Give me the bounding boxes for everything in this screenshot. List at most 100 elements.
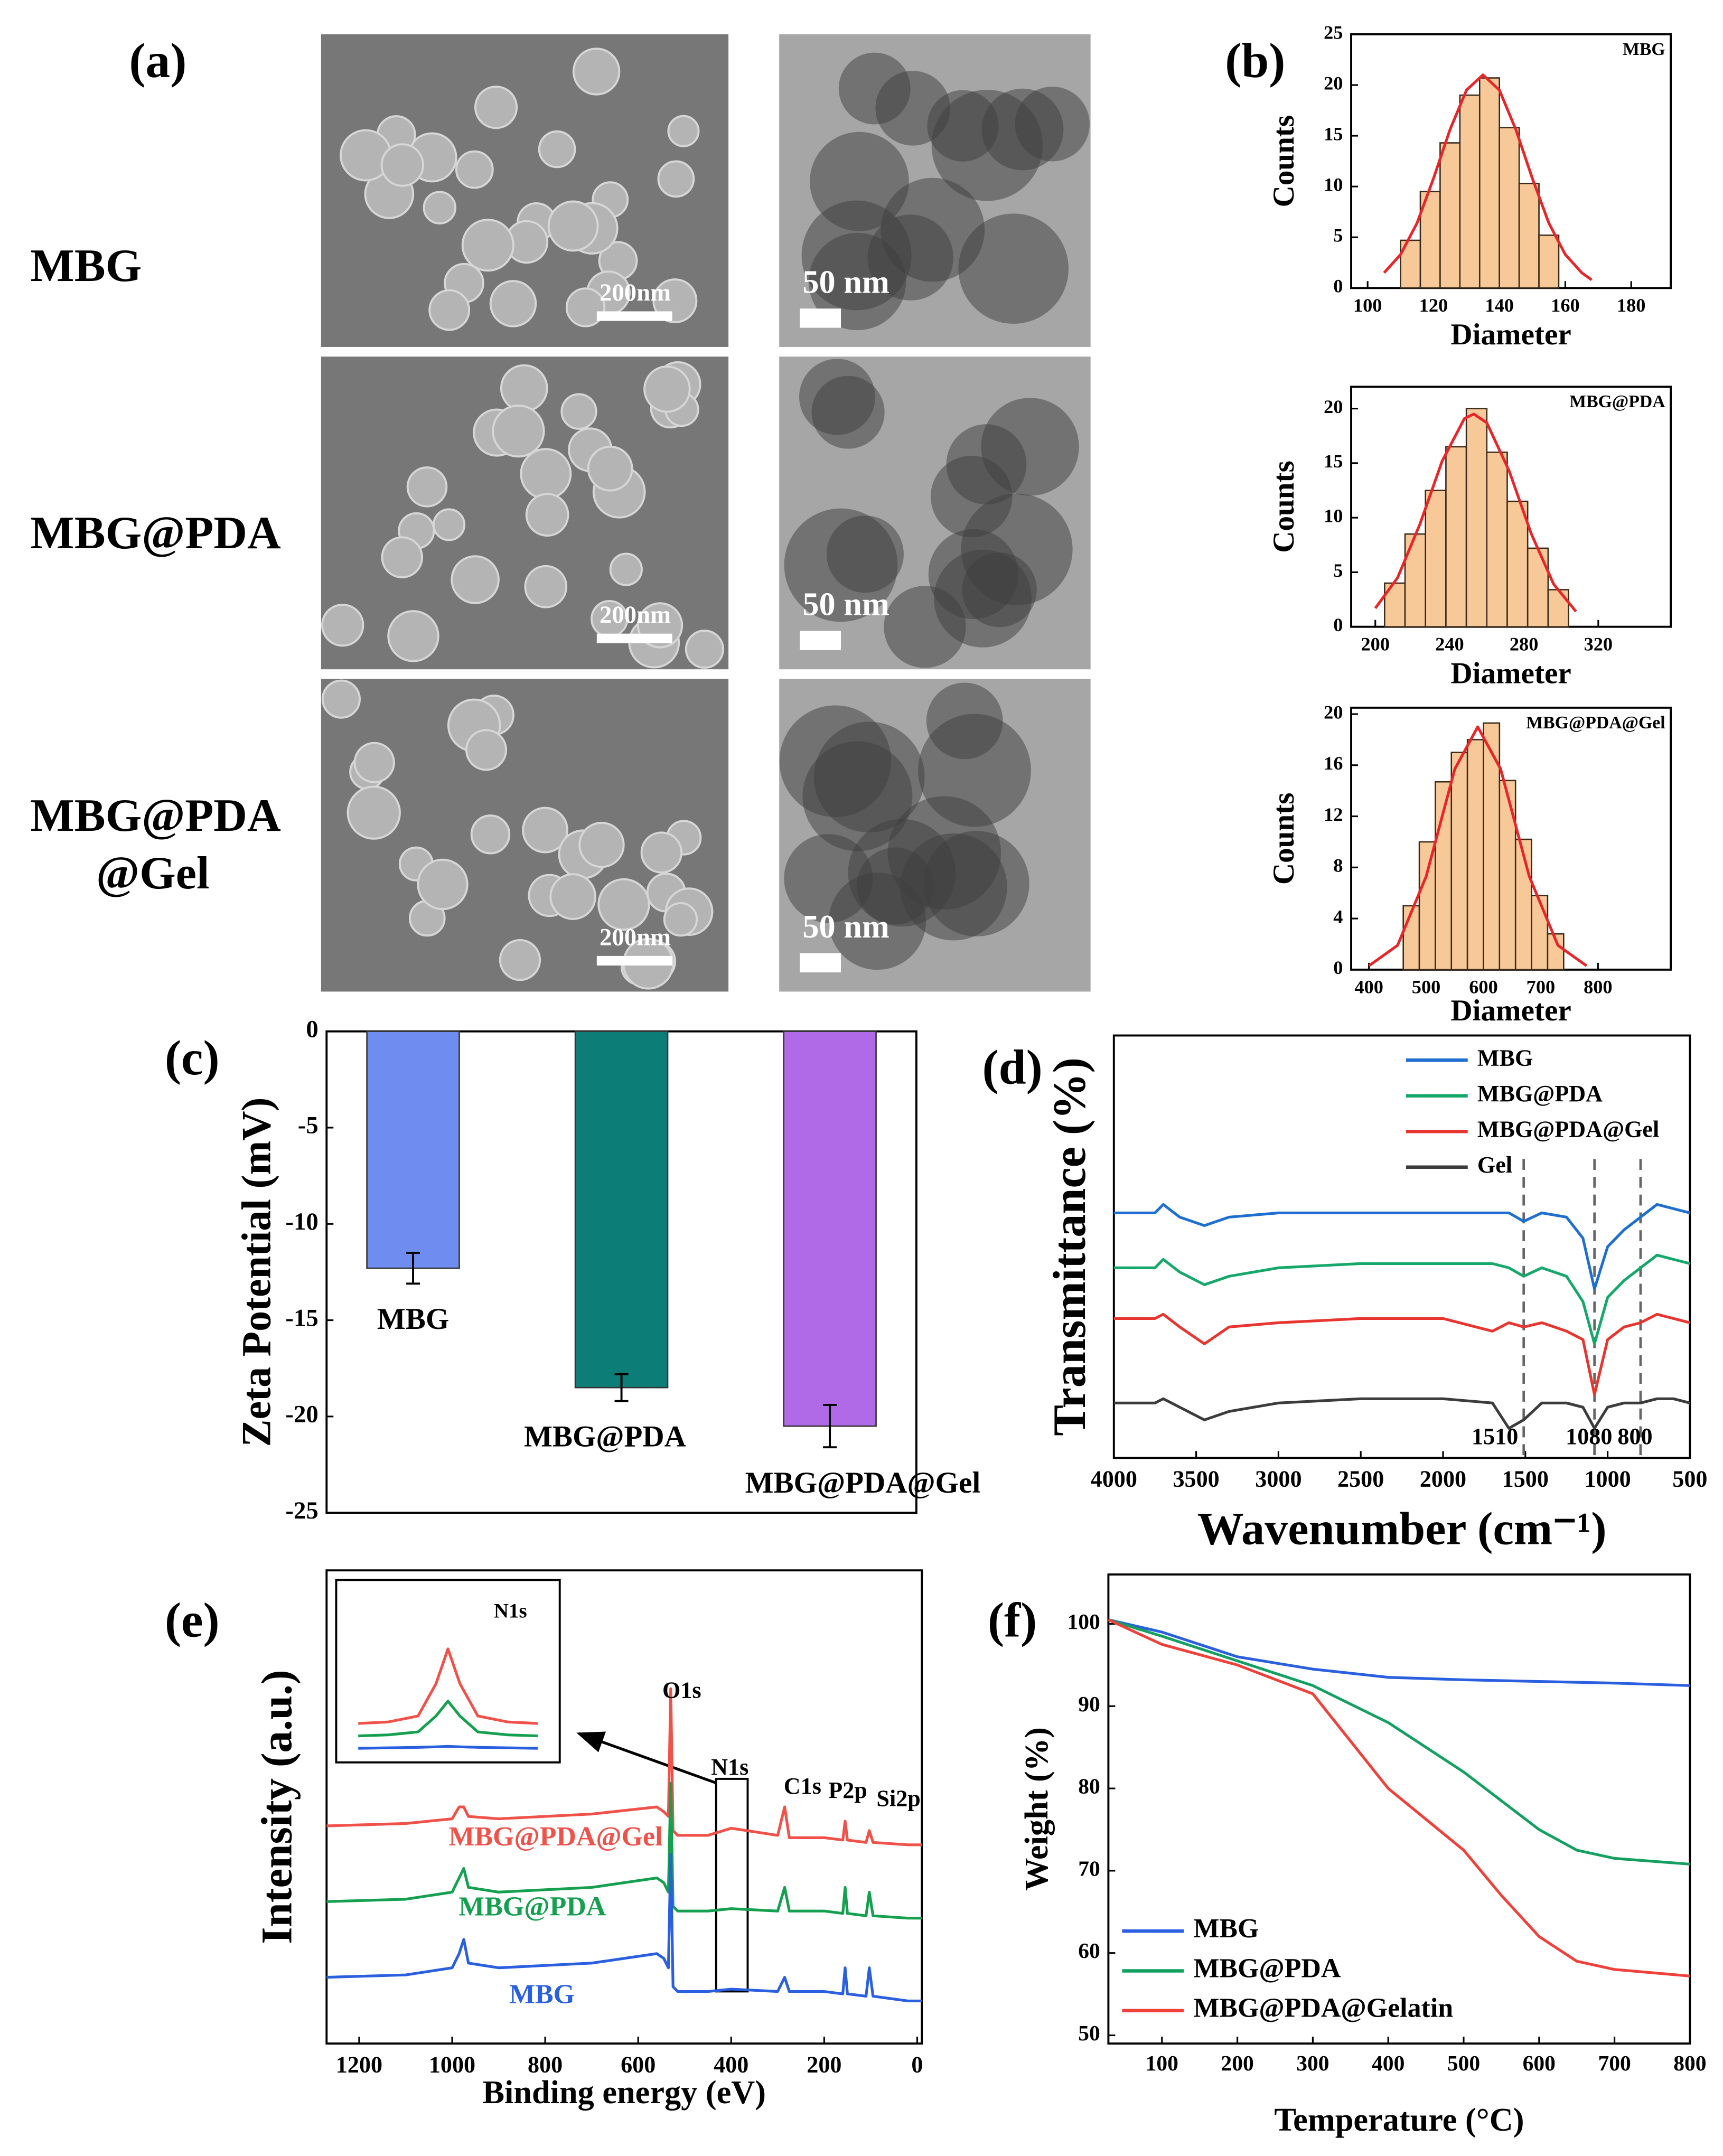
category-label: MBG@PDA@Gel [745, 1466, 981, 1499]
sem-particle [685, 630, 724, 669]
sem-particle [657, 160, 695, 198]
hist-bar [1418, 841, 1436, 971]
region-box [715, 1777, 749, 1993]
y-tick-label: -25 [285, 1497, 318, 1524]
x-tick-label: 800 [1673, 2051, 1706, 2075]
y-tick-label: 20 [1324, 396, 1343, 417]
scale-label: 50 nm [802, 586, 889, 623]
hist-bar [1514, 838, 1532, 971]
sem-particle [455, 150, 494, 189]
sem-particle [461, 219, 514, 272]
hist-bar [1506, 500, 1529, 627]
sem-particle [321, 604, 364, 647]
hist-title: MBG@PDA [1569, 392, 1665, 411]
scale-label: 50 nm [802, 264, 889, 300]
sem-particle [381, 536, 424, 578]
x-tick-label: 140 [1485, 295, 1514, 316]
x-tick-label: 600 [1523, 2051, 1556, 2075]
y-tick-label: 20 [1324, 72, 1343, 93]
hist-bar [1527, 547, 1549, 627]
scale-bar [596, 633, 672, 643]
scale-bar [800, 308, 841, 328]
sem-particle [387, 610, 439, 662]
line-series [1108, 1618, 1690, 1866]
sem-particle [597, 878, 650, 931]
y-tick-label: 20 [1324, 701, 1343, 723]
sem-particle [406, 466, 448, 508]
scale-label: 200nm [600, 601, 671, 629]
legend-label: Gel [1477, 1152, 1512, 1178]
panel-label: (e) [165, 1593, 220, 1648]
sem-particle [380, 143, 425, 187]
sem-particle [500, 364, 548, 413]
plot-frame [1107, 1573, 1691, 2045]
y-axis-label: Zeta Potential (mV) [234, 1097, 279, 1447]
panel-label: (f) [988, 1593, 1037, 1648]
hist-bar [1538, 235, 1560, 289]
y-axis-label: Counts [1267, 461, 1300, 553]
y-tick-label: 15 [1324, 451, 1343, 472]
tem-particle [838, 52, 911, 125]
inset-series [358, 1745, 538, 1750]
tem-particle [927, 90, 999, 162]
category-label: MBG@PDA [524, 1420, 686, 1454]
sem-particle [465, 729, 508, 771]
y-axis-label: Counts [1267, 115, 1300, 208]
hist-bar [1465, 408, 1488, 627]
y-axis-label: Counts [1267, 793, 1300, 885]
line-series [326, 1687, 922, 1846]
inset-label: N1s [494, 1600, 527, 1623]
sem-particle [578, 821, 625, 868]
row-label: MBG@PDA [30, 790, 281, 841]
x-tick-label: 320 [1584, 633, 1613, 654]
hist-bar [1547, 589, 1569, 627]
tem-particle [799, 359, 876, 435]
inset-series [358, 1647, 538, 1725]
x-tick-label: 800 [1584, 977, 1613, 998]
sem-particle [423, 191, 457, 224]
row-label: @Gel [96, 847, 209, 899]
tem-particle [881, 177, 985, 282]
peak-label: C1s [784, 1773, 821, 1799]
x-tick-label: 1200 [336, 2051, 382, 2077]
x-tick-label: 160 [1551, 295, 1580, 316]
hist-bar [1531, 895, 1549, 971]
marker-label: 800 [1617, 1423, 1652, 1449]
y-tick-label: 90 [1078, 1692, 1100, 1716]
x-tick-label: 4000 [1091, 1466, 1137, 1492]
x-axis-label: Binding energy (eV) [482, 2074, 766, 2111]
sem-particle [640, 831, 683, 874]
x-tick-label: 180 [1617, 295, 1646, 316]
x-tick-label: 1000 [429, 2051, 475, 2077]
sem-particle [547, 200, 599, 252]
error-bar [406, 1252, 420, 1285]
x-tick-label: 400 [1372, 2051, 1404, 2075]
y-tick-label: 4 [1333, 906, 1343, 927]
legend-label: MBG@PDA@Gelatin [1193, 1993, 1453, 2023]
line-series [1108, 1618, 1690, 1687]
sem-particle [451, 555, 500, 604]
x-tick-label: 240 [1435, 633, 1464, 654]
sem-particle [492, 404, 545, 458]
sem-particle [499, 939, 541, 981]
x-tick-label: 700 [1598, 2051, 1631, 2075]
row-label: MBG [30, 240, 142, 292]
y-tick-label: -20 [285, 1401, 318, 1428]
x-tick-label: 500 [1412, 977, 1441, 998]
x-axis-label: Diameter [1450, 318, 1571, 351]
y-tick-label: 10 [1324, 174, 1343, 195]
scale-bar [800, 953, 841, 973]
hist-bar [1518, 183, 1540, 289]
x-axis-label: Diameter [1450, 994, 1571, 1027]
line-series [326, 1782, 922, 1920]
x-tick-label: 500 [1672, 1466, 1707, 1492]
y-axis-label: Weight (%) [1018, 1727, 1055, 1891]
y-tick-label: 5 [1333, 225, 1343, 246]
tem-particle [809, 232, 906, 331]
y-tick-label: -10 [285, 1208, 318, 1235]
curve-label: MBG@PDA [458, 1892, 606, 1922]
x-tick-label: 200 [807, 2051, 841, 2077]
x-tick-label: 280 [1510, 633, 1539, 654]
x-tick-label: 3500 [1173, 1466, 1219, 1492]
